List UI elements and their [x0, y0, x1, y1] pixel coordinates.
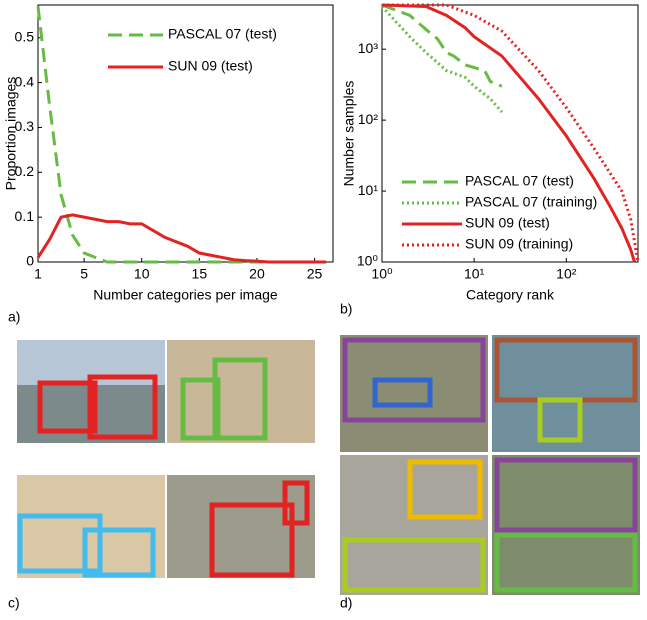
- y-axis-label: Proportion images: [3, 77, 19, 191]
- series-line: [382, 3, 640, 263]
- series-line: [36, 213, 327, 264]
- x-tick-label: 1: [34, 266, 42, 282]
- x-tick-label: 10: [134, 266, 150, 282]
- x-tick-label: 20: [249, 266, 265, 282]
- legend-label: SUN 09 (training): [465, 236, 573, 252]
- x-tick-label: 10¹: [464, 266, 485, 282]
- y-tick-label: 0.3: [15, 118, 35, 134]
- axes-frame: [381, 4, 639, 263]
- x-tick-label: 5: [80, 266, 88, 282]
- x-tick-label: 15: [192, 266, 208, 282]
- y-tick-label: 0.5: [15, 28, 35, 44]
- series-line: [381, 3, 503, 88]
- y-tick-label: 10³: [358, 40, 379, 56]
- axes-frame: [37, 4, 334, 263]
- x-tick-label: 25: [307, 266, 323, 282]
- legend-label: PASCAL 07 (training): [465, 194, 597, 210]
- y-tick-label: 0.4: [15, 73, 35, 89]
- panel-label: d): [340, 595, 352, 611]
- y-tick-label: 0.1: [15, 208, 35, 224]
- y-tick-label: 10⁰: [357, 253, 379, 269]
- panel-label: a): [8, 309, 20, 325]
- legend-label: SUN 09 (test): [465, 215, 550, 231]
- panel-label: c): [8, 595, 20, 611]
- x-axis-label: Category rank: [466, 287, 555, 303]
- series-line: [381, 3, 636, 263]
- x-tick-label: 10²: [556, 266, 577, 282]
- legend-label: SUN 09 (test): [168, 58, 253, 74]
- x-tick-label: 10⁰: [371, 266, 393, 282]
- y-tick-label: 0.2: [15, 163, 35, 179]
- y-axis-label: Number samples: [341, 81, 357, 187]
- legend-label: PASCAL 07 (test): [465, 173, 574, 189]
- photos-c: [17, 340, 315, 578]
- series-line: [36, 6, 327, 264]
- x-axis-label: Number categories per image: [93, 287, 278, 303]
- photos-d: [340, 335, 640, 595]
- series-line: [380, 5, 504, 114]
- y-tick-label: 10²: [358, 111, 379, 127]
- y-tick-label: 10¹: [358, 182, 379, 198]
- y-tick-label: 0: [26, 253, 34, 269]
- panel-label: b): [340, 301, 352, 317]
- legend-label: PASCAL 07 (test): [168, 26, 277, 42]
